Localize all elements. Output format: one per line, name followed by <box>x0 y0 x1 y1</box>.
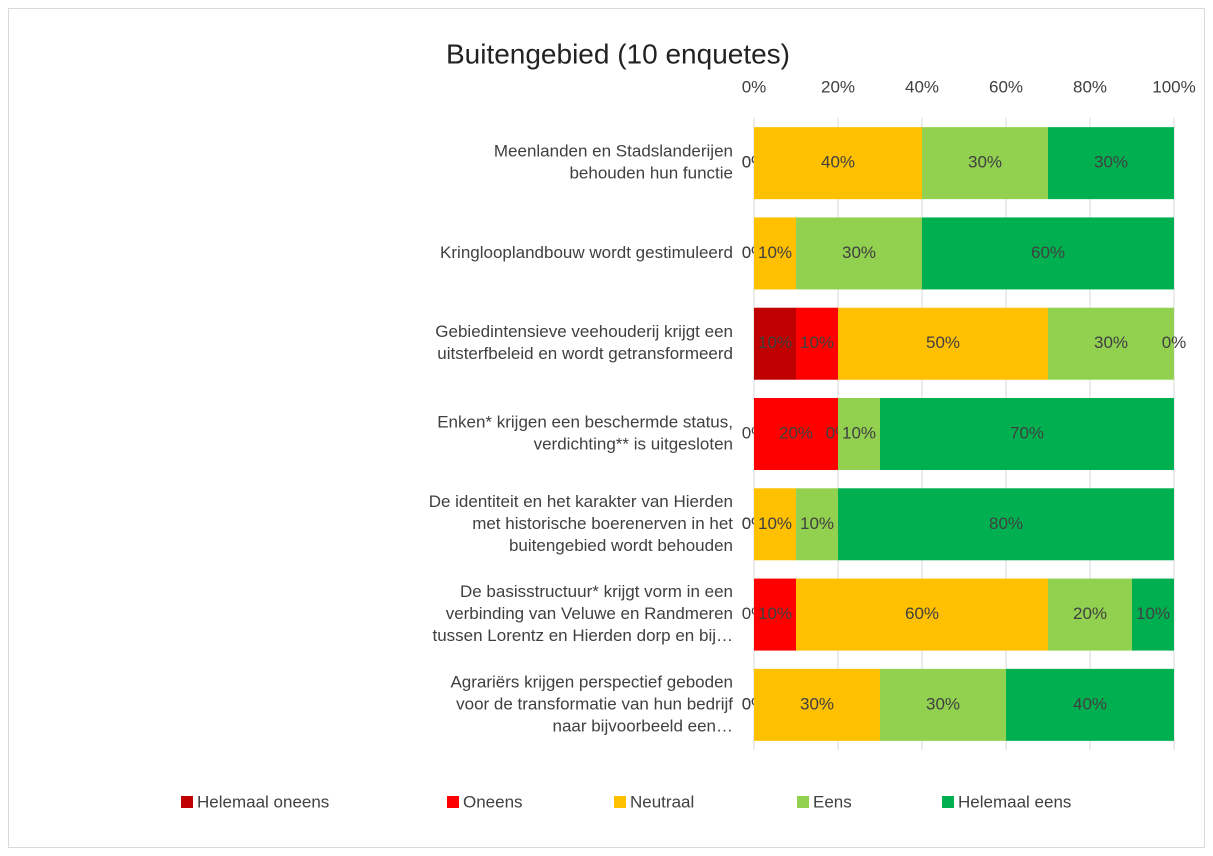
x-tick-label: 100% <box>1152 77 1195 96</box>
bar-segment <box>922 127 1048 200</box>
data-label: 30% <box>842 243 876 262</box>
bar-segment <box>754 668 880 741</box>
y-tick-label: De identiteit en het karakter van Hierde… <box>429 492 733 511</box>
legend-label: Helemaal eens <box>958 792 1071 811</box>
data-label: 30% <box>1094 153 1128 172</box>
data-label: 10% <box>800 514 834 533</box>
legend-swatch <box>797 796 809 808</box>
y-tick-label: behouden hun functie <box>569 164 733 183</box>
bar-segment <box>796 578 1048 651</box>
y-tick-label: verdichting** is uitgesloten <box>534 434 733 453</box>
data-label: 60% <box>905 604 939 623</box>
data-label: 70% <box>1010 423 1044 442</box>
data-label: 10% <box>758 333 792 352</box>
legend-swatch <box>942 796 954 808</box>
x-tick-label: 20% <box>821 77 855 96</box>
legend-label: Eens <box>813 792 852 811</box>
data-label: 30% <box>800 694 834 713</box>
bar-segment <box>796 217 922 290</box>
x-tick-label: 40% <box>905 77 939 96</box>
data-label: 30% <box>1094 333 1128 352</box>
legend-label: Oneens <box>463 792 523 811</box>
x-tick-label: 80% <box>1073 77 1107 96</box>
y-tick-label: Gebiedintensieve veehouderij krijgt een <box>435 322 733 341</box>
legend-swatch <box>181 796 193 808</box>
data-label: 30% <box>968 153 1002 172</box>
x-tick-label: 60% <box>989 77 1023 96</box>
y-tick-label: buitengebied wordt behouden <box>509 536 733 555</box>
y-tick-label: uitsterfbeleid en wordt getransformeerd <box>437 344 733 363</box>
data-label: 60% <box>1031 243 1065 262</box>
legend-label: Neutraal <box>630 792 694 811</box>
x-tick-label: 0% <box>742 77 767 96</box>
bar-segment <box>838 488 1174 561</box>
data-label: 40% <box>821 153 855 172</box>
data-label: 10% <box>758 243 792 262</box>
data-label: 0% <box>1162 333 1187 352</box>
bar-segment <box>754 578 796 651</box>
bar-segment <box>838 398 880 470</box>
y-tick-label: voor de transformatie van hun bedrijf <box>456 694 733 713</box>
bar-segment <box>1132 578 1174 651</box>
bar-segment <box>880 398 1174 470</box>
y-tick-label: Enken* krijgen een beschermde status, <box>437 412 733 431</box>
bar-segment <box>838 307 1048 380</box>
chart-title: Buitengebied (10 enquetes) <box>446 38 790 69</box>
y-tick-label: De basisstructuur* krijgt vorm in een <box>460 582 733 601</box>
bar-segment <box>880 668 1006 741</box>
legend-swatch <box>614 796 626 808</box>
bar-segment <box>922 217 1174 290</box>
data-label: 20% <box>779 423 813 442</box>
bar-segment <box>796 307 838 380</box>
y-tick-label: met historische boerenerven in het <box>472 514 733 533</box>
data-label: 10% <box>758 604 792 623</box>
data-label: 10% <box>842 423 876 442</box>
bar-segment <box>754 307 796 380</box>
y-tick-label: tussen Lorentz en Hierden dorp en bij… <box>432 626 733 645</box>
bar-segment <box>754 127 922 200</box>
data-label: 50% <box>926 333 960 352</box>
legend-label: Helemaal oneens <box>197 792 329 811</box>
y-tick-label: naar bijvoorbeeld een… <box>552 716 733 735</box>
bar-segment <box>1048 127 1174 200</box>
legend-swatch <box>447 796 459 808</box>
data-label: 80% <box>989 514 1023 533</box>
data-label: 10% <box>800 333 834 352</box>
bar-segment <box>754 217 796 290</box>
y-tick-label: Meenlanden en Stadslanderijen <box>494 142 733 161</box>
y-tick-label: verbinding van Veluwe en Randmeren <box>446 604 733 623</box>
bar-segment <box>796 488 838 561</box>
data-label: 40% <box>1073 694 1107 713</box>
y-tick-label: Agrariërs krijgen perspectief geboden <box>450 672 733 691</box>
y-tick-label: Kringlooplandbouw wordt gestimuleerd <box>440 243 733 262</box>
bar-segment <box>754 488 796 561</box>
bar-segment <box>1048 307 1174 380</box>
bar-segment <box>1006 668 1174 741</box>
bar-segment <box>754 398 838 470</box>
data-label: 30% <box>926 694 960 713</box>
bar-segment <box>1048 578 1132 651</box>
data-label: 10% <box>758 514 792 533</box>
data-label: 10% <box>1136 604 1170 623</box>
data-label: 20% <box>1073 604 1107 623</box>
